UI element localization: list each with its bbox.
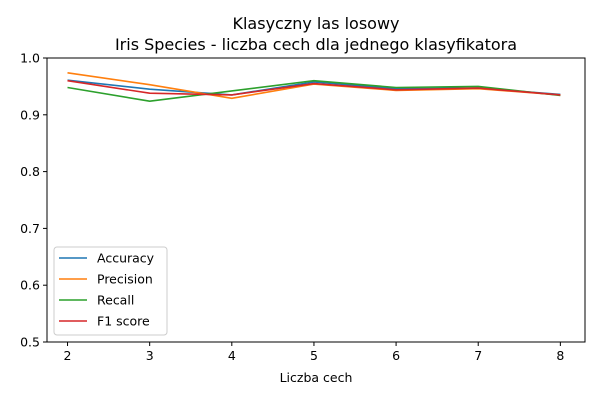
- y-tick-label: 0.8: [20, 164, 40, 179]
- x-tick-label: 2: [64, 348, 72, 363]
- y-tick-label: 0.9: [20, 107, 40, 122]
- y-tick-label: 0.5: [20, 335, 40, 350]
- x-axis: 2 3 4 5 6 7 8: [64, 342, 564, 363]
- series-line-recall: [67, 79, 561, 102]
- series-line-precision: [67, 72, 561, 100]
- x-tick-label: 4: [228, 348, 236, 363]
- legend-label: Recall: [97, 293, 134, 308]
- legend-frame: [53, 246, 168, 336]
- x-tick-label: 7: [474, 348, 482, 363]
- y-tick-label: 1.0: [20, 51, 40, 66]
- chart-title: Klasyczny las losowy: [232, 14, 399, 33]
- y-tick-label: 0.6: [20, 278, 40, 293]
- x-tick-label: 6: [392, 348, 400, 363]
- legend-label: Precision: [97, 272, 153, 287]
- plot-lines: [67, 72, 561, 102]
- x-axis-label: Liczba cech: [280, 370, 353, 385]
- y-tick-label: 0.7: [20, 221, 40, 236]
- x-tick-label: 8: [556, 348, 564, 363]
- legend-label: Accuracy: [97, 251, 155, 266]
- x-tick-label: 5: [310, 348, 318, 363]
- plot-frame: [46, 57, 586, 343]
- chart-subtitle: Iris Species - liczba cech dla jednego k…: [115, 35, 517, 54]
- x-tick-label: 3: [146, 348, 154, 363]
- legend: Accuracy Precision Recall F1 score: [53, 246, 168, 336]
- y-axis: 0.5 0.6 0.7 0.8 0.9 1.0: [20, 51, 47, 350]
- series-line-f1-score: [67, 79, 561, 96]
- legend-label: F1 score: [97, 314, 150, 329]
